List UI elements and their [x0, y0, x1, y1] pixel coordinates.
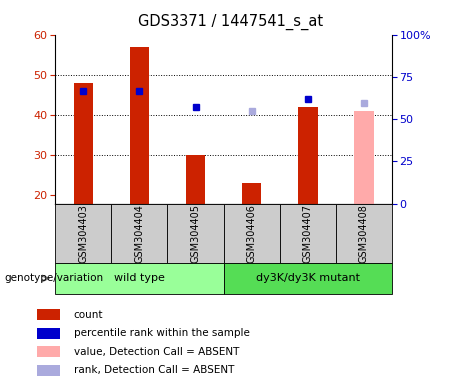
Text: GSM304405: GSM304405 [190, 204, 201, 263]
Bar [37, 328, 60, 339]
Bar [354, 111, 373, 204]
Bar [37, 346, 60, 358]
Bar [167, 204, 224, 263]
Bar [336, 204, 392, 263]
Text: GDS3371 / 1447541_s_at: GDS3371 / 1447541_s_at [138, 13, 323, 30]
Text: GSM304404: GSM304404 [135, 204, 144, 263]
Bar [280, 204, 336, 263]
Text: rank, Detection Call = ABSENT: rank, Detection Call = ABSENT [74, 366, 234, 376]
Bar [112, 204, 167, 263]
Text: GSM304408: GSM304408 [359, 204, 369, 263]
Bar [37, 365, 60, 376]
Bar [298, 107, 318, 204]
Bar [242, 184, 261, 204]
Bar [186, 155, 205, 204]
Text: value, Detection Call = ABSENT: value, Detection Call = ABSENT [74, 347, 239, 357]
Text: GSM304407: GSM304407 [303, 204, 313, 263]
Bar [74, 83, 93, 204]
Bar [224, 263, 392, 294]
Bar [37, 309, 60, 320]
Text: GSM304403: GSM304403 [78, 204, 89, 263]
Text: percentile rank within the sample: percentile rank within the sample [74, 328, 250, 338]
Text: GSM304406: GSM304406 [247, 204, 257, 263]
Bar [130, 46, 149, 204]
Bar [55, 204, 112, 263]
Text: wild type: wild type [114, 273, 165, 283]
Bar [224, 204, 280, 263]
Text: genotype/variation: genotype/variation [5, 273, 104, 283]
Text: dy3K/dy3K mutant: dy3K/dy3K mutant [256, 273, 360, 283]
Text: count: count [74, 310, 103, 320]
Bar [55, 263, 224, 294]
